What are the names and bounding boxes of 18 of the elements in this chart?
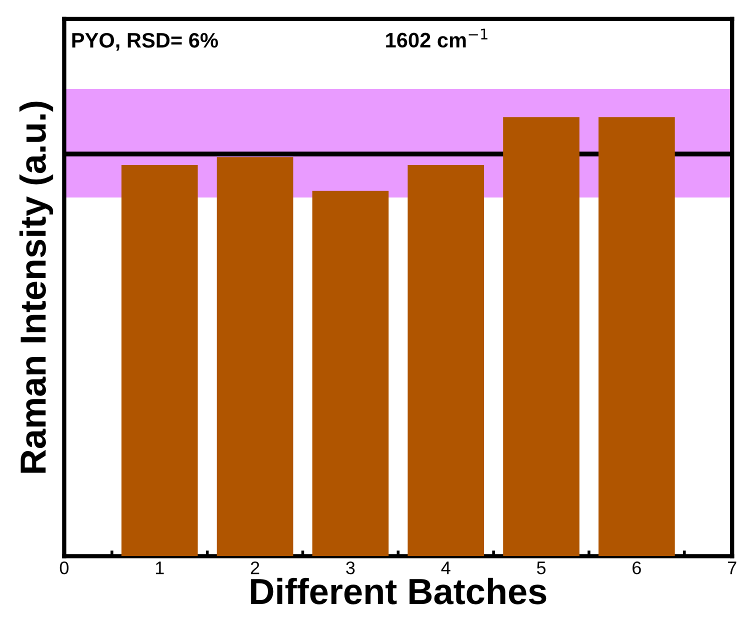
x-tick-label: 0 [60,562,69,574]
x-tick-label: 4 [441,562,450,574]
x-tick-label: 3 [346,562,355,574]
bar [503,117,580,556]
y-axis-title: Raman Intensity (a.u.) [19,102,54,473]
bar [121,164,198,556]
x-tick-label: 1 [156,562,164,574]
bar [312,190,389,556]
text: 1602 cm$^{−1}$ [386,28,488,48]
x-tick-label: 7 [728,562,736,574]
x-tick-label: 2 [250,562,260,574]
bar [408,164,484,556]
x-tick-label: 6 [632,562,641,574]
bar [598,117,675,556]
bar [216,157,294,556]
x-axis-title: Different Batches [251,578,546,604]
x-tick-label: 5 [536,562,546,574]
text: PYO, RSD= 6% [72,32,218,51]
